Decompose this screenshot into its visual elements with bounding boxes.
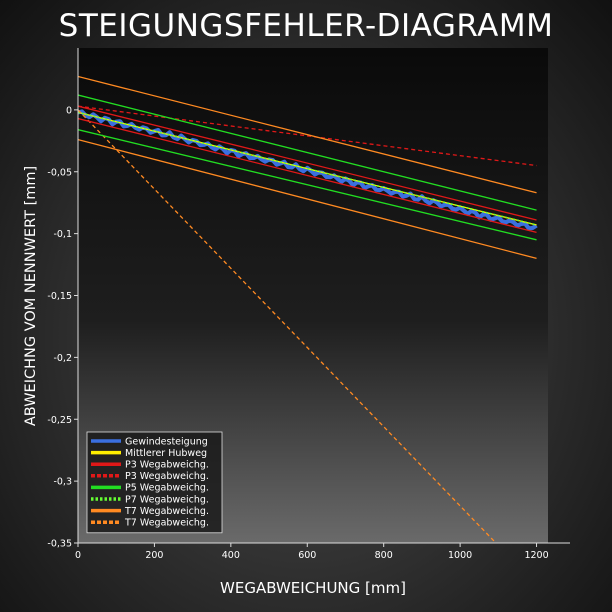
series-line-6 bbox=[78, 75, 537, 194]
x-tick-label: 800 bbox=[375, 550, 393, 561]
x-tick-label: 1000 bbox=[448, 550, 472, 561]
legend-label: P3 Wegabweichg. bbox=[125, 471, 209, 482]
x-axis-label: WEGABWEICHUNG [mm] bbox=[220, 579, 406, 597]
legend-label: P5 Wegabweichg. bbox=[125, 483, 209, 494]
series-line-2 bbox=[78, 105, 537, 221]
series-line-7 bbox=[78, 109, 497, 543]
y-tick-label: -0,3 bbox=[53, 477, 72, 488]
chart-title: STEIGUNGSFEHLER-DIAGRAMM bbox=[58, 8, 554, 44]
y-tick-label: -0,15 bbox=[47, 291, 72, 302]
axes-layer: 0 200 400 600 800 1000 1200 0 -0,05 -0,1 -0,15 -0,2… bbox=[47, 48, 570, 561]
boundary-line-2 bbox=[78, 138, 537, 260]
legend-label: Gewindesteigung bbox=[125, 436, 208, 447]
series-layer bbox=[78, 75, 538, 543]
x-tick-label: 200 bbox=[145, 550, 163, 561]
x-tick-label: 600 bbox=[298, 550, 316, 561]
legend-label: T7 Wegabweichg. bbox=[124, 518, 209, 529]
y-tick-label: 0 bbox=[66, 105, 72, 116]
x-tick-label: 0 bbox=[75, 550, 81, 561]
y-tick-label: -0,35 bbox=[47, 539, 72, 550]
legend-label: P3 Wegabweichg. bbox=[125, 460, 209, 471]
y-tick-label: -0,2 bbox=[53, 353, 72, 364]
boundary-line-0 bbox=[78, 117, 537, 234]
x-tick-label: 1200 bbox=[524, 550, 548, 561]
series-line-3 bbox=[78, 105, 537, 167]
legend-label: T7 Wegabweichg. bbox=[124, 506, 209, 517]
y-tick-label: -0,25 bbox=[47, 415, 72, 426]
legend-label: Mittlerer Hubweg bbox=[125, 448, 207, 459]
boundary-line-1 bbox=[78, 129, 537, 241]
y-tick-label: -0,05 bbox=[47, 167, 72, 178]
series-line-4 bbox=[78, 94, 537, 211]
legend-label: P7 Wegabweichg. bbox=[125, 494, 209, 505]
series-line-5 bbox=[78, 111, 537, 226]
y-tick-label: -0,1 bbox=[53, 229, 72, 240]
x-tick-label: 400 bbox=[222, 550, 240, 561]
legend-box bbox=[86, 431, 223, 534]
